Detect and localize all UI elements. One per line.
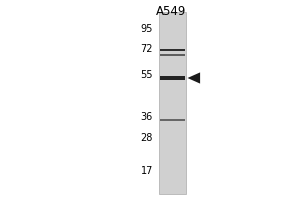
Bar — [160, 76, 185, 80]
Text: A549: A549 — [156, 5, 186, 18]
Text: 36: 36 — [141, 112, 153, 122]
Polygon shape — [188, 72, 200, 84]
Bar — [160, 49, 185, 51]
Bar — [160, 119, 185, 121]
Text: 95: 95 — [141, 24, 153, 34]
Text: 55: 55 — [140, 70, 153, 80]
Text: 28: 28 — [141, 133, 153, 143]
Text: 17: 17 — [141, 166, 153, 176]
Text: 72: 72 — [140, 44, 153, 54]
Bar — [159, 12, 186, 194]
Bar — [160, 54, 185, 56]
